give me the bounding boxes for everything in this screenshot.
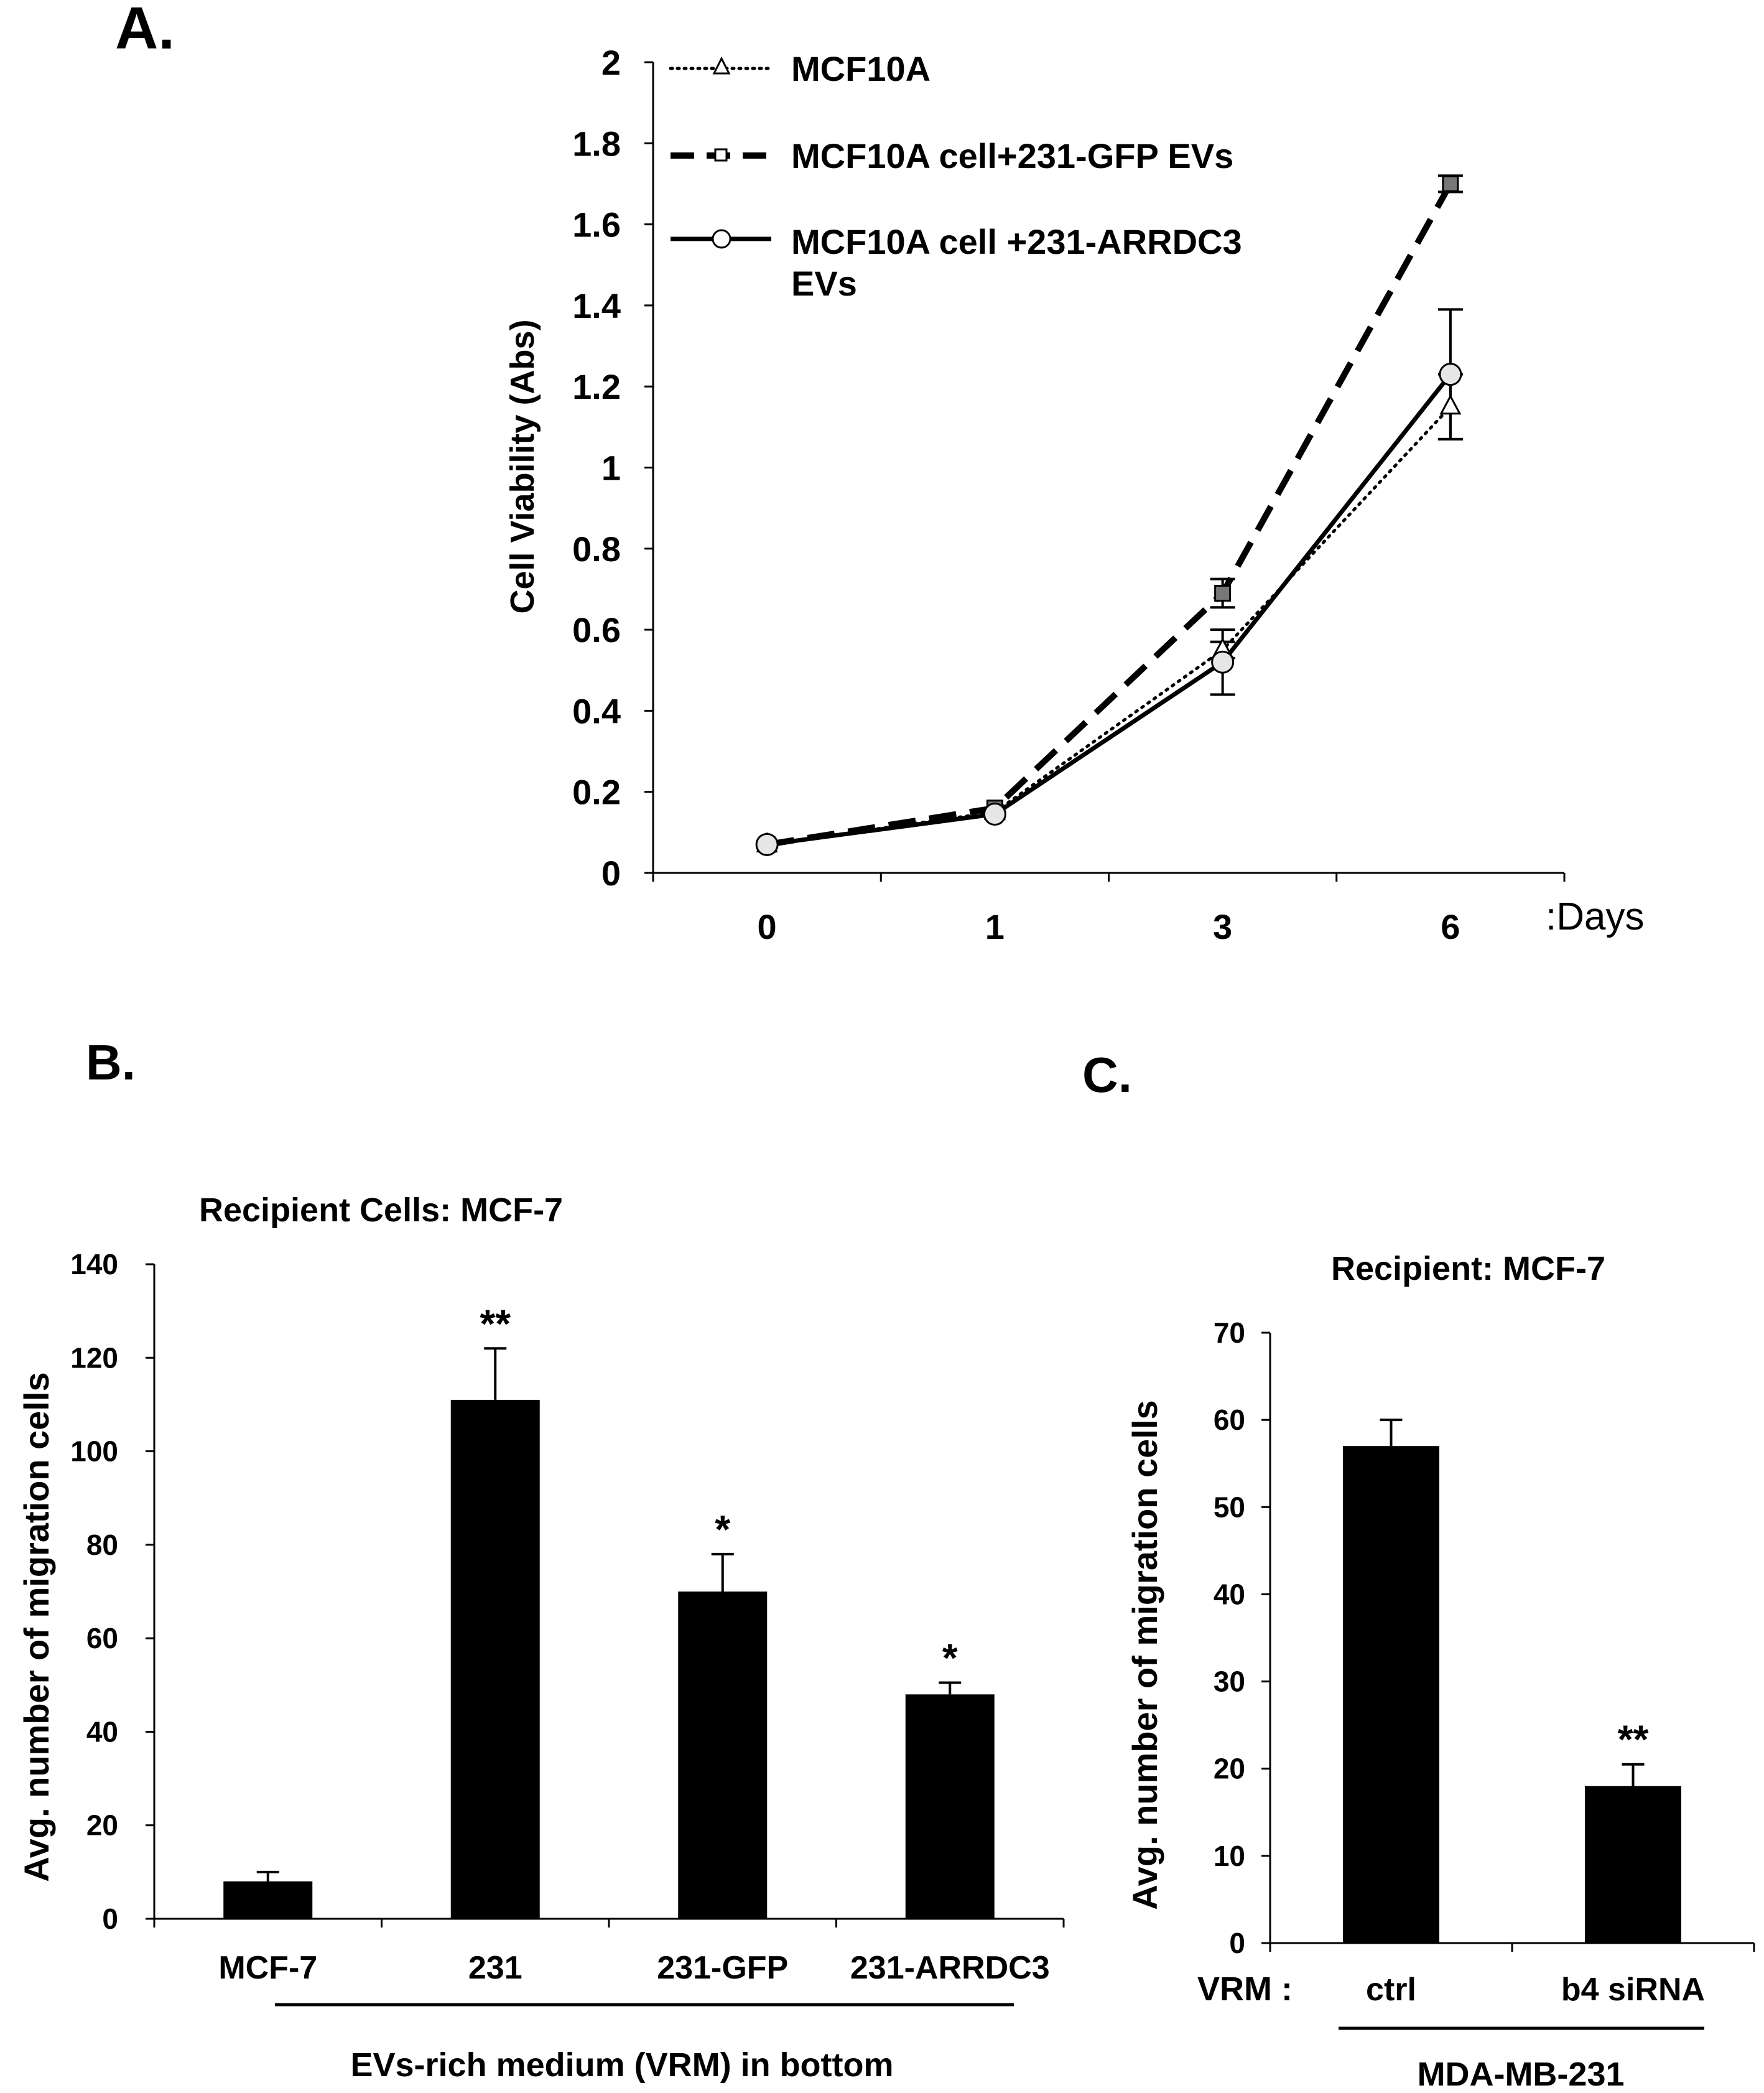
panel-c-label: C. (1082, 1047, 1132, 1102)
y-tick-label: 20 (1214, 1753, 1245, 1785)
y-tick-label: 10 (1214, 1840, 1245, 1872)
panel-c-x-prefix: VRM : (1197, 1970, 1293, 2008)
panel-a-series (755, 174, 1463, 856)
panel-c-bars: ** (1343, 1419, 1681, 1943)
data-point-square (1214, 584, 1232, 602)
panel-c-title: Recipient: MCF-7 (1331, 1250, 1605, 1287)
y-tick-label: 60 (1214, 1404, 1245, 1436)
x-tick-label: 231 (468, 1950, 522, 1986)
data-point-square (1442, 175, 1459, 192)
panel-c-x-axis-title: MDA-MB-231 (1417, 2056, 1624, 2093)
legend-label-mcf10a: MCF10A (791, 49, 931, 88)
panel-a-y-tick-labels: 0 0.2 0.4 0.6 0.8 1 1.2 1.4 1.6 1.8 2 (572, 43, 621, 893)
square-marker-icon (714, 148, 728, 162)
y-tick-label: 0 (102, 1903, 118, 1935)
significance-label: * (942, 1636, 958, 1680)
panel-a-line-chart: A. Cell Viability (Abs) :Days 0 0.2 0.4 0.6… (115, 0, 1644, 946)
panel-c-x-tick-labels: ctrl b4 siRNA (1366, 1972, 1705, 2008)
bar (1343, 1446, 1439, 1943)
bar (223, 1881, 313, 1919)
panel-b-bars: **** (223, 1301, 995, 1919)
series-line-2 (766, 373, 1452, 847)
bar (1585, 1786, 1681, 1943)
significance-label: * (715, 1507, 730, 1552)
x-tick-label: b4 siRNA (1561, 1972, 1705, 2008)
x-tick-label: 3 (1213, 907, 1232, 946)
significance-label: ** (480, 1301, 511, 1346)
y-tick-label: 140 (70, 1248, 118, 1280)
data-point-circle (1211, 650, 1235, 674)
x-tick-label: ctrl (1366, 1972, 1416, 2008)
data-point-circle (983, 803, 1006, 826)
y-tick-label: 100 (70, 1435, 118, 1468)
legend-label-arrdc3-evs-line1: MCF10A cell +231-ARRDC3 (791, 222, 1242, 261)
panel-b-x-axis-title: EVs-rich medium (VRM) in bottom (350, 2046, 893, 2084)
panel-b-y-axis-title: Avg. number of migration cells (17, 1372, 56, 1881)
legend-item-mcf10a: MCF10A (669, 49, 931, 88)
series-line-0 (765, 405, 1452, 846)
y-tick-label: 0.2 (572, 773, 621, 812)
y-tick-label: 60 (86, 1622, 118, 1654)
y-tick-label: 1 (601, 449, 621, 488)
y-tick-label: 1.6 (572, 205, 621, 245)
legend-label-gfp-evs: MCF10A cell+231-GFP EVs (791, 136, 1233, 175)
y-tick-label: 0.8 (572, 529, 621, 569)
data-point-circle (1439, 363, 1462, 386)
triangle-marker-icon (712, 56, 731, 75)
panel-b-bar-chart: B. Recipient Cells: MCF-7 Avg. number of… (17, 1035, 1065, 2084)
x-tick-label: 0 (758, 907, 777, 946)
y-tick-label: 120 (70, 1341, 118, 1374)
panel-a-y-axis-title: Cell Viability (Abs) (504, 319, 541, 613)
significance-label: ** (1618, 1717, 1649, 1762)
panel-a-axes (644, 61, 1566, 882)
y-tick-label: 0 (1229, 1927, 1245, 1959)
x-tick-label: 1 (985, 907, 1005, 946)
y-tick-label: 1.4 (572, 286, 621, 325)
series-line-1 (766, 182, 1454, 848)
y-tick-label: 20 (86, 1809, 118, 1842)
y-tick-label: 30 (1214, 1666, 1245, 1698)
legend-item-arrdc3-evs: MCF10A cell +231-ARRDC3 EVs (671, 222, 1242, 303)
legend-label-arrdc3-evs-line2: EVs (791, 264, 857, 303)
y-tick-label: 40 (86, 1715, 118, 1748)
x-tick-label: 6 (1441, 907, 1460, 946)
y-tick-label: 0 (601, 854, 621, 893)
y-tick-label: 50 (1214, 1491, 1245, 1523)
bar (450, 1399, 540, 1919)
data-point-triangle (1439, 394, 1462, 415)
data-point-circle (755, 832, 779, 856)
y-tick-label: 2 (601, 43, 621, 82)
x-tick-label: MCF-7 (218, 1950, 317, 1986)
legend-item-gfp-evs: MCF10A cell+231-GFP EVs (671, 136, 1233, 175)
panel-c-y-axis-title: Avg. number of migration cells (1125, 1400, 1164, 1909)
panel-a-label: A. (115, 0, 175, 62)
y-tick-label: 80 (86, 1529, 118, 1561)
y-tick-label: 0.6 (572, 610, 621, 650)
y-tick-label: 1.8 (572, 124, 621, 163)
panel-b-y-tick-labels: 0 20 40 60 80 100 120 140 (70, 1248, 118, 1935)
panel-b-label: B. (86, 1035, 136, 1090)
panel-b-title: Recipient Cells: MCF-7 (199, 1191, 563, 1229)
x-tick-label: 231-GFP (657, 1950, 788, 1986)
panel-a-legend: MCF10A MCF10A cell+231-GFP EVs MCF10A ce… (669, 49, 1242, 303)
panel-c-bar-chart: C. Recipient: MCF-7 Avg. number of migra… (1082, 1047, 1755, 2093)
panel-b-x-tick-labels: MCF-7 231 231-GFP 231-ARRDC3 (218, 1950, 1049, 1986)
y-tick-label: 1.2 (572, 367, 621, 406)
panel-c-y-tick-labels: 0 10 20 30 40 50 60 70 (1214, 1317, 1245, 1959)
bar (678, 1592, 768, 1919)
y-tick-label: 0.4 (572, 691, 621, 730)
x-tick-label: 231-ARRDC3 (850, 1950, 1050, 1986)
panel-a-x-axis-title: :Days (1546, 895, 1644, 938)
y-tick-label: 40 (1214, 1578, 1245, 1610)
y-tick-label: 70 (1214, 1317, 1245, 1349)
circle-marker-icon (712, 229, 731, 249)
panel-a-x-tick-labels: 0 1 3 6 (758, 907, 1460, 946)
bar (905, 1694, 995, 1919)
